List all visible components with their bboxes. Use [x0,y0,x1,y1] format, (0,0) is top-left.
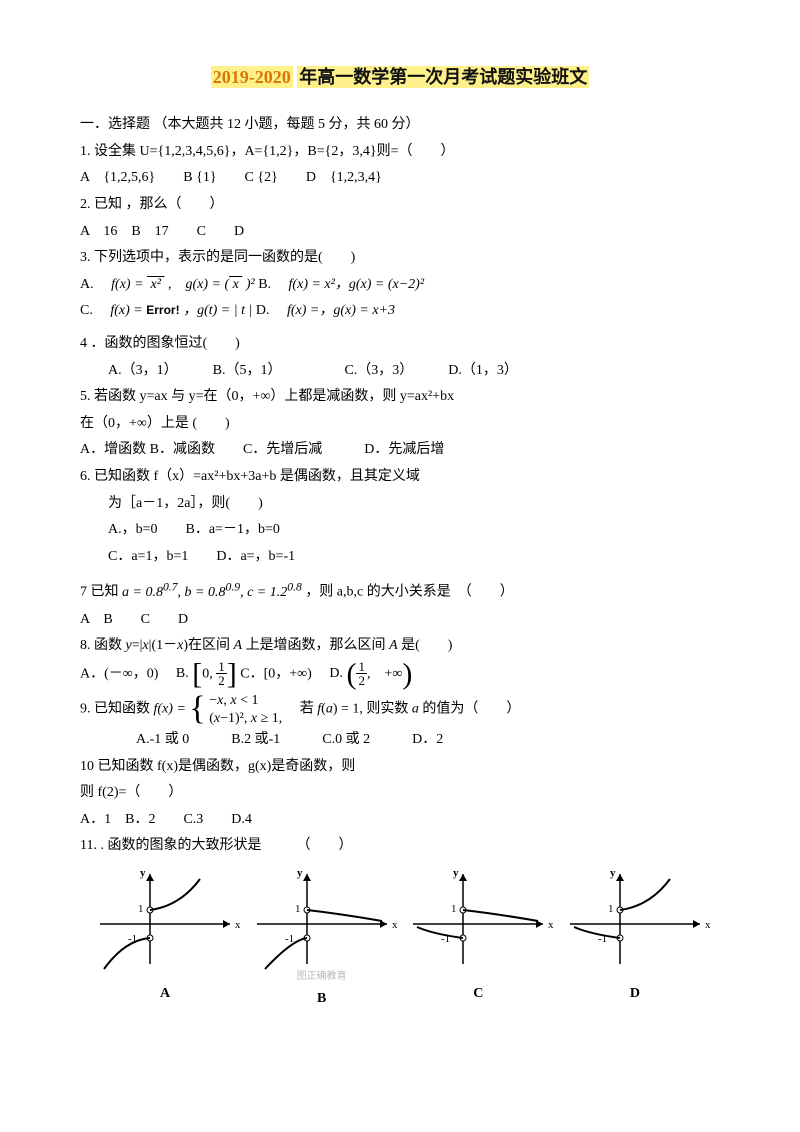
graph-c: x y 1 -1 C [403,864,553,994]
q9-piece1: −x, x < 1 [209,693,258,708]
q10-line1: 10 已知函数 f(x)是偶函数，g(x)是奇函数，则 [80,754,720,781]
q3-a-label: A. [80,277,108,292]
graph-d: x y 1 -1 D [560,864,710,994]
q3-c-error: Error! [146,303,179,317]
q6-line2: 为［a－1，2a］，则( ) [80,491,720,518]
q9-post: 若 f(a) = 1, 则实数 a 的值为（ ） [286,702,521,717]
q9-stem: 9. 已知函数 f(x) = { −x, x < 1 (x−1)², x ≥ 1… [80,692,720,727]
q3-c-left: f(x) = [110,303,142,318]
q7-math: a = 0.80.7, b = 0.80.9, c = 1.20.8 [122,585,302,600]
svg-text:y: y [610,867,616,879]
q5-line2: 在（0，+∞）上是 ( ) [80,411,720,438]
svg-text:y: y [297,867,303,879]
graph-d-label: D [560,981,710,1008]
q1-stem: 1. 设全集 U={1,2,3,4,5,6}，A={1,2}，B={2，3,4}… [80,139,720,166]
title-text: 年高一数学第一次月考试题实验班文 [297,66,589,88]
svg-text:y: y [140,867,146,879]
q2-options: A 16 B 17 C D [80,219,720,246]
q11-stem: 11. . 函数的图象的大致形状是 （ ） [80,833,720,860]
q2-stem: 2. 已知 ，那么（ ） [80,192,720,219]
q1-options: A {1,2,5,6} B {1} C {2} D {1,2,3,4} [80,165,720,192]
section-heading: 一．选择题 （本大题共 12 小题，每题 5 分，共 60 分） [80,112,720,139]
q4-stem: 4 ．函数的图象恒过( ) [80,331,720,358]
q9-options: A.-1 或 0 B.2 或-1 C.0 或 2 D．2 [80,727,720,754]
q10-line2: 则 f(2)=（ ） [80,780,720,807]
q8-stem: 8. 函数 y=|x|(1－x)在区间 A 上是增函数，那么区间 A 是( ) [80,633,720,660]
q8-opt-a: A．(－∞，0) [80,666,158,681]
exam-page: 2019-2020 年高一数学第一次月考试题实验班文 一．选择题 （本大题共 1… [0,0,800,1034]
graph-row: x y 1 -1 A x y 1 -1 [80,864,720,994]
q3-row-ab: A. f(x) = x² , g(x) = ( x )² B. f(x) = x… [80,272,720,299]
q3-row-cd: C. f(x) = Error! ，g(t) = | t | D. f(x) =… [80,298,720,325]
graph-b: x y 1 -1 图正确教育 B [247,864,397,994]
q3-b-math: f(x) = x²，g(x) = (x−2)² [289,277,425,292]
q8-options: A．(－∞，0) B. [0, 12] C．[0，+∞) D. (12, +∞) [80,660,720,688]
q3-c-label: C. [80,303,107,318]
q7-options: A B C D [80,607,720,634]
q3-stem: 3. 下列选项中，表示的是同一函数的是( ) [80,245,720,272]
q9-piece2: (x−1)², x ≥ 1, [209,711,282,726]
q8-opt-b: B. [0, 12] [176,666,237,681]
q9-brace: { [189,699,205,719]
svg-text:1: 1 [295,903,301,915]
graph-b-label: B [247,986,397,1013]
q7-post: ，则 a,b,c 的大小关系是 （ ） [305,585,513,600]
q6-line1: 6. 已知函数 f（x）=ax²+bx+3a+b 是偶函数，且其定义域 [80,464,720,491]
q3-b-label: B. [258,277,285,292]
q6-options-1: A.，b=0 B．a=－1，b=0 [80,517,720,544]
title-year: 2019-2020 [211,66,293,88]
graph-a-label: A [90,981,240,1008]
q9-piecewise: −x, x < 1 (x−1)², x ≥ 1, [209,692,282,727]
svg-text:x: x [235,919,240,931]
q3-a-math: f(x) = x² , g(x) = ( x )² [111,277,255,292]
q3-d-math: f(x) =，g(x) = x+3 [287,303,395,318]
q8-opt-d: D. (12, +∞) [329,666,412,681]
q9-fx: f(x) = [154,702,186,717]
q8-opt-c: C．[0，+∞) [240,666,312,681]
q9-pre: 9. 已知函数 [80,702,154,717]
q3-d-label: D. [256,303,284,318]
q10-options: A．1 B．2 C.3 D.4 [80,807,720,834]
graph-c-label: C [403,981,553,1008]
svg-text:x: x [392,919,397,931]
q6-options-2: C．a=1，b=1 D．a=，b=-1 [80,544,720,571]
q5-line1: 5. 若函数 y=ax 与 y=在（0，+∞）上都是减函数，则 y=ax²+bx [80,384,720,411]
q7-stem: 7 已知 a = 0.80.7, b = 0.80.9, c = 1.20.8 … [80,576,720,606]
svg-text:y: y [453,867,459,879]
svg-text:x: x [705,919,710,931]
q5-options: A．增函数 B．减函数 C．先增后减 D．先减后增 [80,437,720,464]
svg-text:1: 1 [608,903,614,915]
q3-c-right: ，g(t) = | t | [183,303,252,318]
svg-text:1: 1 [138,903,144,915]
page-title: 2019-2020 年高一数学第一次月考试题实验班文 [80,60,720,94]
q7-pre: 7 已知 [80,585,122,600]
svg-text:1: 1 [451,903,457,915]
svg-text:x: x [548,919,553,931]
graph-a: x y 1 -1 A [90,864,240,994]
q4-options: A.（3，1） B.（5，1） C.（3，3） D.（1，3） [80,358,720,385]
